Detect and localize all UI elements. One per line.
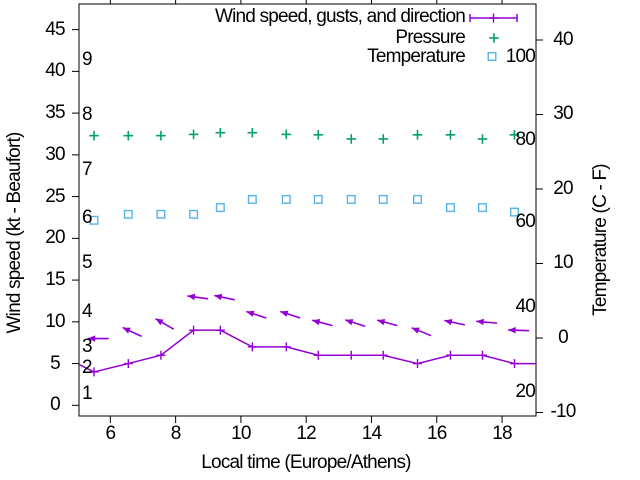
pressure-scale-label: 80 xyxy=(515,128,535,150)
y-right-tick-label: -10 xyxy=(550,401,576,423)
beaufort-scale-label: 3 xyxy=(82,335,93,357)
y-left-tick-label: 30 xyxy=(45,143,65,165)
legend-label-temperature: Temperature xyxy=(367,46,466,67)
beaufort-scale-label: 8 xyxy=(82,103,93,125)
beaufort-scale-label: 9 xyxy=(82,48,93,70)
temperature-point xyxy=(509,207,519,217)
x-tick-label: 18 xyxy=(492,423,512,444)
legend-label-pressure: Pressure xyxy=(395,27,465,48)
gust-arrow-head xyxy=(280,310,289,317)
y-left-tick-label: 40 xyxy=(45,60,65,82)
gust-arrow-head xyxy=(444,318,453,326)
gust-arrow-head xyxy=(214,293,223,301)
gust-arrow-head xyxy=(312,319,321,326)
temperature-point xyxy=(313,194,323,204)
y-left-tick-label: 25 xyxy=(45,185,65,207)
gust-arrow-head xyxy=(411,327,420,334)
y-left-tick-label: 0 xyxy=(50,394,61,416)
temperature-point xyxy=(156,209,166,219)
temperature-point xyxy=(247,194,257,204)
x-axis-title: Local time (Europe/Athens) xyxy=(201,452,411,473)
pressure-scale-label: 100 xyxy=(505,46,536,68)
pressure-scale-label: 40 xyxy=(515,295,535,317)
x-tick-label: 12 xyxy=(296,423,316,444)
x-tick-label: 10 xyxy=(231,423,251,444)
x-tick-label: 8 xyxy=(170,423,182,444)
gust-arrow-head xyxy=(187,293,196,301)
temperature-point xyxy=(378,194,388,204)
temperature-point xyxy=(477,203,487,213)
y-right-tick-label: 30 xyxy=(553,103,573,125)
temperature-point xyxy=(346,194,356,204)
y-right-tick-label: 20 xyxy=(553,177,573,199)
wind-speed-line xyxy=(78,329,536,373)
y-left-tick-label: 35 xyxy=(45,102,65,124)
pressure-scale-label: 60 xyxy=(515,210,535,232)
x-tick-label: 14 xyxy=(361,423,382,444)
beaufort-scale-label: 6 xyxy=(82,207,93,229)
beaufort-scale-label: 2 xyxy=(82,356,93,378)
y-left-tick-label: 15 xyxy=(45,269,65,291)
gust-arrow-head xyxy=(476,318,484,326)
y-left-tick-label: 45 xyxy=(45,18,65,40)
gust-arrow-head xyxy=(87,335,96,342)
plot-border xyxy=(78,3,537,417)
beaufort-scale-label: 4 xyxy=(82,300,93,322)
gust-arrow-head xyxy=(345,319,354,326)
temperature-point xyxy=(281,194,291,204)
y-right-tick-label: 0 xyxy=(558,326,569,348)
temperature-point xyxy=(189,209,199,219)
temperature-point xyxy=(413,194,423,204)
pressure-scale-label: 20 xyxy=(515,380,535,402)
beaufort-scale-label: 7 xyxy=(82,158,93,180)
y-left-tick-label: 10 xyxy=(45,310,65,332)
y-left-tick-label: 20 xyxy=(45,227,65,249)
beaufort-scale-label: 5 xyxy=(82,252,93,274)
y-right-tick-label: 10 xyxy=(553,252,573,274)
gust-arrow-head xyxy=(122,327,131,334)
temperature-point xyxy=(89,215,99,225)
temperature-point xyxy=(215,203,225,213)
gust-arrow-head xyxy=(155,318,164,326)
beaufort-scale-label: 1 xyxy=(82,383,93,405)
gust-arrow-head xyxy=(508,327,516,334)
y-left-tick-label: 5 xyxy=(50,352,61,374)
gust-arrow-head xyxy=(377,319,386,326)
temperature-point xyxy=(445,203,455,213)
gust-arrow-head xyxy=(246,310,255,317)
y-axis-title-right: Temperature (C - F) xyxy=(590,164,611,316)
x-tick-label: 6 xyxy=(105,423,116,444)
temperature-point xyxy=(123,209,133,219)
y-axis-title-left: Wind speed (kt - Beaufort) xyxy=(4,132,25,334)
x-tick-label: 16 xyxy=(426,423,447,444)
legend-label-wind: Wind speed, gusts, and direction xyxy=(214,6,466,27)
legend-temperature-sample xyxy=(487,52,497,62)
y-right-tick-label: 40 xyxy=(553,28,573,50)
